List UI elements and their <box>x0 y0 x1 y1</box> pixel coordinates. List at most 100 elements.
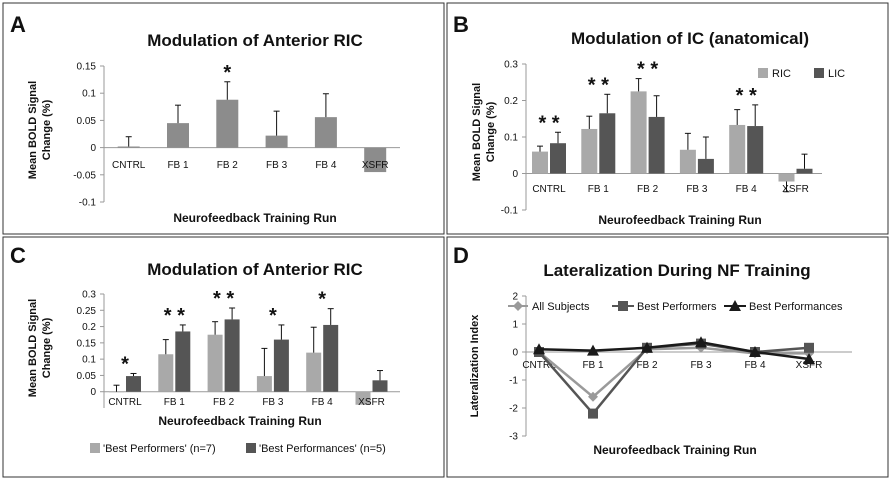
panel-c-ylabel-line1: Mean BOLD Signal <box>27 299 39 397</box>
bar <box>372 380 388 392</box>
bar <box>117 146 140 148</box>
y-tick-label: 0 <box>512 169 518 180</box>
panel-d: D Lateralization During NF Training Late… <box>453 243 852 457</box>
panel-d-border <box>446 236 889 478</box>
legend-c-performances-swatch <box>246 443 256 453</box>
bar <box>265 135 288 148</box>
legend-b-lic-swatch <box>814 68 824 78</box>
x-tick-label: CNTRL <box>532 184 566 195</box>
bar <box>256 376 272 392</box>
legend-c-performers-swatch <box>90 443 100 453</box>
legend-b-lic-label: LIC <box>828 68 845 80</box>
legend-d-all-label: All Subjects <box>532 301 590 313</box>
panel-b: B Modulation of IC (anatomical) Mean BOL… <box>453 12 845 227</box>
significance-star: * * <box>736 85 757 107</box>
panel-a-letter: A <box>10 12 26 37</box>
y-tick-label: 1 <box>512 320 518 331</box>
x-tick-label: FB 2 <box>637 184 659 195</box>
y-tick-label: 0.1 <box>82 89 96 100</box>
bar <box>273 339 289 392</box>
legend-d-perf-label: Best Performances <box>749 301 843 313</box>
bar <box>550 143 566 174</box>
bar <box>630 91 647 174</box>
legend-d-best-label: Best Performers <box>637 301 717 313</box>
panel-b-ylabel-line1: Mean BOLD Signal <box>471 83 483 181</box>
bar <box>747 126 764 174</box>
x-tick-label: FB 1 <box>164 397 186 408</box>
bar <box>729 124 746 174</box>
x-tick-label: FB 2 <box>636 360 658 371</box>
significance-star: * * <box>164 305 185 327</box>
bar <box>207 334 223 392</box>
bar <box>364 147 387 173</box>
x-tick-label: XSFR <box>796 360 823 371</box>
bar <box>306 352 322 392</box>
x-tick-label: XSFR <box>362 160 389 171</box>
x-tick-label: CNTRL <box>522 360 556 371</box>
x-tick-label: FB 1 <box>167 160 189 171</box>
panel-a: A Modulation of Anterior RIC Mean BOLD S… <box>10 12 400 225</box>
x-tick-label: FB 2 <box>217 160 239 171</box>
panel-c-plot: 0 0.05 0.1 0.15 0.2 0.25 0.3 CNTRL * FB 1 * * FB 2 *… <box>77 288 400 408</box>
legend-b-ric-label: RIC <box>772 68 791 80</box>
panel-b-ylabel-line2: Change (%) <box>485 101 497 162</box>
data-point-triangle <box>641 341 653 353</box>
bar <box>796 168 813 174</box>
significance-star: * * <box>213 288 234 310</box>
x-tick-label: FB 3 <box>266 160 288 171</box>
panel-a-plot: -0.1 -0.05 0 0.05 0.1 0.15 CNTRL FB 1 FB 2 * FB 3 F… <box>73 62 400 209</box>
y-tick-label: 0.1 <box>504 133 518 144</box>
bar <box>648 116 665 174</box>
x-tick-label: FB 2 <box>213 397 235 408</box>
panel-c-letter: C <box>10 243 26 268</box>
series-line <box>538 340 810 361</box>
bar <box>599 113 616 174</box>
x-tick-label: FB 1 <box>588 184 610 195</box>
x-tick-label: FB 1 <box>582 360 604 371</box>
data-point-square <box>804 342 814 353</box>
panel-d-letter: D <box>453 243 469 268</box>
x-tick-label: CNTRL <box>108 397 142 408</box>
y-tick-label: -0.1 <box>501 206 519 217</box>
panel-d-xlabel: Neurofeedback Training Run <box>593 443 756 457</box>
panel-d-ylabel: Lateralization Index <box>469 314 481 418</box>
x-tick-label: FB 4 <box>315 160 337 171</box>
bar <box>532 151 548 174</box>
y-tick-label: -2 <box>509 404 518 415</box>
legend-d-all-marker <box>513 301 523 311</box>
panel-b-letter: B <box>453 12 469 37</box>
y-tick-label: 0.3 <box>504 60 518 71</box>
x-tick-label: FB 3 <box>262 397 284 408</box>
y-tick-label: 0.05 <box>77 116 97 127</box>
panel-c-xlabel: Neurofeedback Training Run <box>158 414 321 428</box>
significance-star: * <box>318 289 326 311</box>
bar <box>109 391 124 393</box>
bar <box>224 319 240 392</box>
y-tick-label: 0.1 <box>82 355 96 366</box>
significance-star: * <box>223 62 231 84</box>
y-tick-label: 0 <box>512 348 518 359</box>
panel-a-xlabel: Neurofeedback Training Run <box>173 211 336 225</box>
panel-c: C Modulation of Anterior RIC Mean BOLD S… <box>10 243 400 455</box>
y-tick-label: -0.1 <box>79 198 97 209</box>
data-point-triangle <box>533 343 545 355</box>
y-tick-label: 0.2 <box>504 96 518 107</box>
y-tick-label: 0 <box>90 143 96 154</box>
bar <box>778 173 795 182</box>
significance-star: * * <box>637 59 658 81</box>
bar <box>581 128 598 174</box>
y-tick-label: 0.15 <box>77 338 97 349</box>
legend-d-best-marker <box>618 301 628 311</box>
legend-d-perf-marker <box>729 300 741 311</box>
significance-star: * <box>269 305 277 327</box>
x-tick-label: XSFR <box>358 397 385 408</box>
legend-c-performances-label: 'Best Performances' (n=5) <box>259 443 386 455</box>
y-tick-label: 0.25 <box>77 306 97 317</box>
x-tick-label: FB 4 <box>744 360 766 371</box>
x-tick-label: FB 3 <box>690 360 712 371</box>
significance-star: * * <box>538 112 559 134</box>
bar <box>158 354 174 392</box>
panel-b-title: Modulation of IC (anatomical) <box>571 29 809 48</box>
